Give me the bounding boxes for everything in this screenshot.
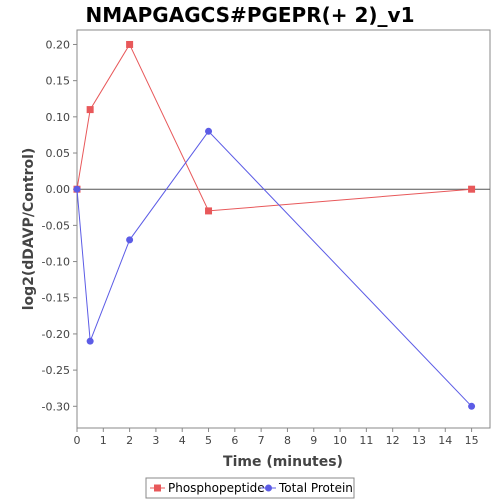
legend-label-total-protein: Total Protein — [278, 481, 353, 495]
y-tick-label: -0.25 — [42, 364, 70, 377]
legend-label-phosphopeptide: Phosphopeptide — [168, 481, 265, 495]
data-point-total-protein — [86, 337, 94, 345]
x-tick-label: 10 — [333, 434, 347, 447]
x-tick-label: 14 — [438, 434, 452, 447]
legend-marker-phosphopeptide — [154, 484, 161, 492]
x-tick-label: 9 — [310, 434, 317, 447]
data-point-phosphopeptide — [205, 207, 213, 215]
data-point-total-protein — [73, 185, 81, 193]
x-tick-label: 11 — [359, 434, 373, 447]
x-tick-label: 4 — [179, 434, 186, 447]
x-tick-label: 7 — [258, 434, 265, 447]
x-axis: 0 1 2 3 4 5 6 7 8 9 10 11 12 13 14 15 — [74, 428, 479, 447]
x-tick-label: 12 — [386, 434, 400, 447]
x-tick-label: 3 — [152, 434, 159, 447]
x-tick-label: 8 — [284, 434, 291, 447]
y-tick-label: -0.15 — [42, 292, 70, 305]
y-tick-label: 0.15 — [46, 75, 71, 88]
y-tick-label: -0.10 — [42, 256, 70, 269]
x-axis-label: Time (minutes) — [223, 454, 343, 470]
legend-marker-total-protein — [265, 484, 272, 492]
data-point-phosphopeptide — [468, 185, 476, 193]
legend: Phosphopeptide Total Protein — [145, 477, 355, 499]
legend-box — [145, 477, 355, 499]
x-tick-label: 6 — [231, 434, 238, 447]
y-tick-label: -0.30 — [42, 400, 70, 413]
y-tick-label: -0.05 — [42, 219, 70, 232]
x-tick-label: 5 — [205, 434, 212, 447]
data-point-total-protein — [468, 402, 476, 410]
x-tick-label: 15 — [465, 434, 479, 447]
y-tick-label: 0.20 — [46, 38, 71, 51]
data-point-phosphopeptide — [126, 40, 134, 48]
y-axis: 0.20 0.15 0.10 0.05 0.00 -0.05 -0.10 -0.15 -0.20… — [42, 38, 77, 413]
data-point-phosphopeptide — [86, 106, 94, 114]
y-tick-label: -0.20 — [42, 328, 70, 341]
data-point-total-protein — [205, 127, 213, 135]
x-tick-label: 1 — [100, 434, 107, 447]
y-tick-label: 0.10 — [46, 111, 71, 124]
x-tick-label: 13 — [412, 434, 426, 447]
y-tick-label: 0.05 — [46, 147, 71, 160]
y-tick-label: 0.00 — [46, 183, 71, 196]
chart-title: NMAPGAGCS#PGEPR(+ 2)_v1 — [86, 3, 415, 27]
y-axis-label: log2(dDAVP/Control) — [21, 148, 37, 311]
data-point-total-protein — [126, 236, 134, 244]
plot-area — [76, 29, 491, 429]
x-tick-label: 2 — [126, 434, 133, 447]
x-tick-label: 0 — [74, 434, 81, 447]
series-layer — [73, 40, 476, 410]
